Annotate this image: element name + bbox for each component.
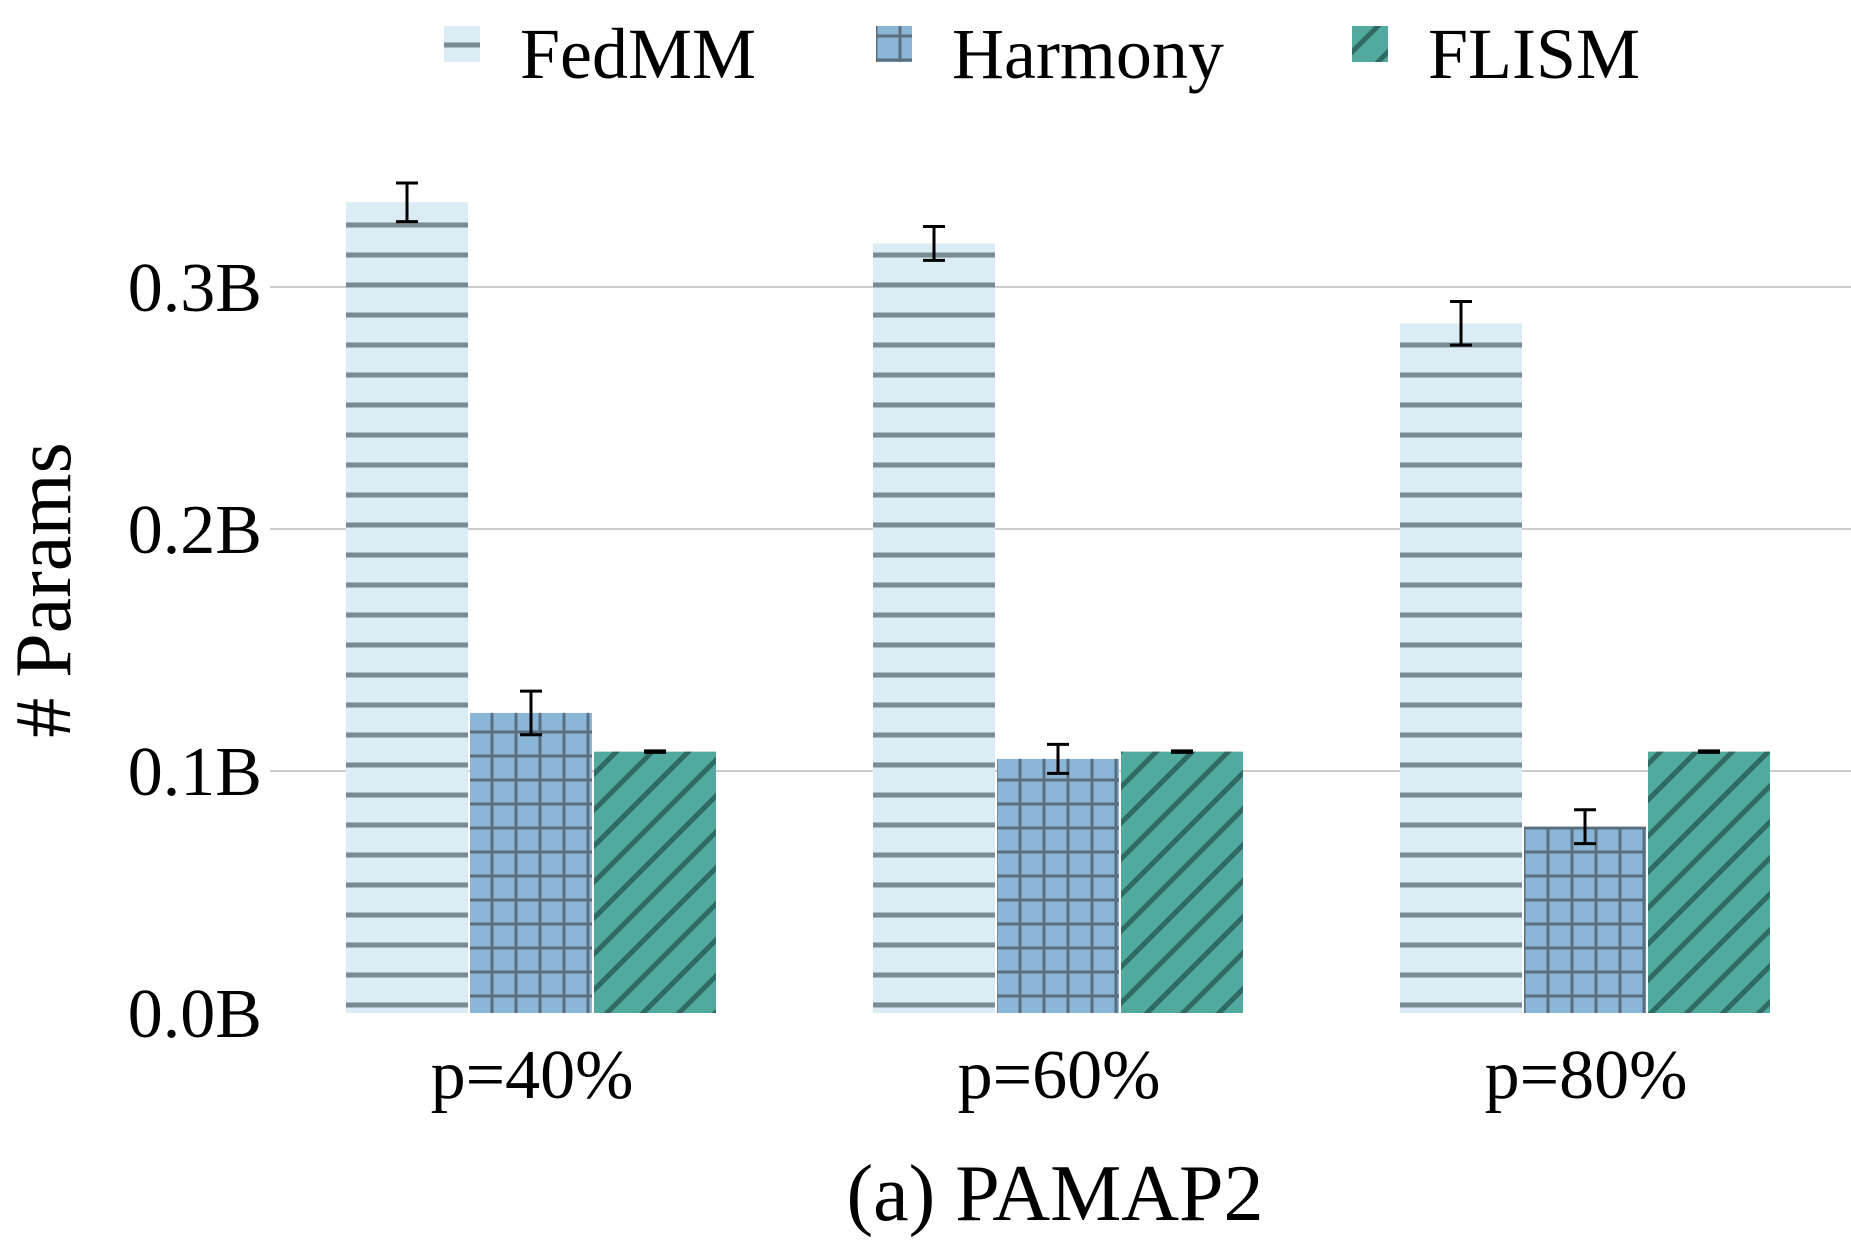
y-tick-label: 0.2B (128, 492, 262, 569)
legend: FedMM Harmony FLISM (444, 14, 1640, 94)
y-axis-ticks: 0.0B 0.1B 0.2B 0.3B (128, 250, 262, 1053)
legend-swatch-hatch (444, 26, 480, 62)
y-tick-label: 0.1B (128, 734, 262, 811)
bar-hatch (1400, 323, 1522, 1013)
y-tick-label: 0.3B (128, 250, 262, 327)
bar-hatch (1524, 826, 1646, 1013)
bar-hatch (1648, 751, 1770, 1013)
x-tick-label: p=40% (431, 1037, 634, 1114)
bar-hatch (346, 202, 468, 1014)
legend-label: FLISM (1428, 14, 1640, 94)
legend-label: FedMM (520, 14, 756, 94)
y-axis-label: # Params (0, 442, 88, 738)
bar-hatch (1121, 751, 1243, 1013)
error-bars (396, 181, 1720, 846)
x-axis-label: (a) PAMAP2 (846, 1150, 1263, 1238)
bar-hatch (470, 712, 592, 1013)
x-tick-label: p=80% (1485, 1037, 1688, 1114)
y-tick-label: 0.0B (128, 976, 262, 1053)
x-axis-ticks: p=40% p=60% p=80% (431, 1037, 1688, 1114)
gridlines (270, 286, 1851, 772)
legend-swatch-hatch (876, 26, 912, 62)
bar-hatch (873, 243, 995, 1013)
legend-swatch-hatch (1352, 26, 1388, 62)
bar-hatch (594, 751, 716, 1013)
x-tick-label: p=60% (958, 1037, 1161, 1114)
bar-hatch (997, 758, 1119, 1013)
bars (346, 202, 1770, 1014)
legend-label: Harmony (952, 14, 1224, 94)
